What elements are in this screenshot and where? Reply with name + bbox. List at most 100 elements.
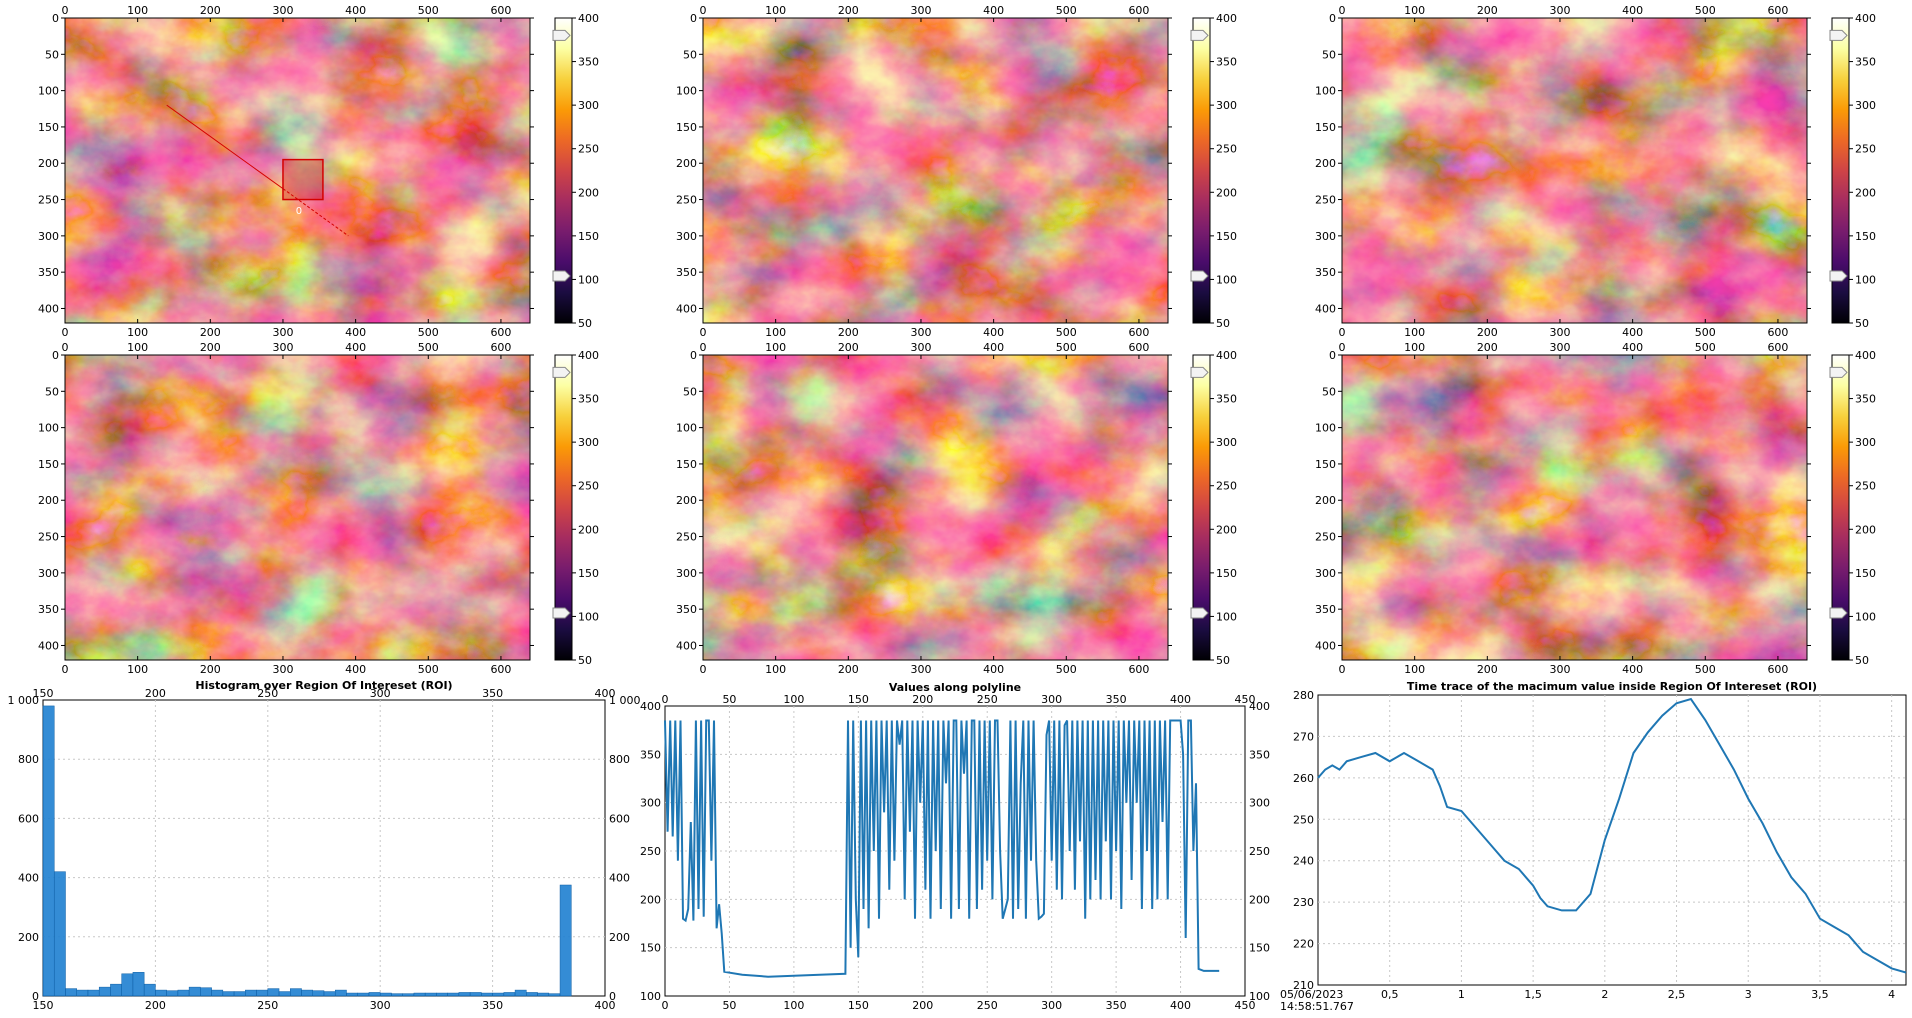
x-tick-label-bottom: 300 [1549,326,1570,339]
x-tick-label: 2,5 [1668,988,1686,1001]
y-tick-label-right: 200 [609,931,630,944]
colorbar [1192,17,1211,324]
histogram-bar [436,992,448,997]
x-tick-label-bottom: 300 [910,663,931,676]
colorbar [1192,354,1211,661]
histogram-bar [334,989,347,997]
x-tick-label-bottom: 400 [345,326,366,339]
histogram-bar [132,972,145,997]
colorbar [554,354,573,661]
colorbar-handle-icon [1829,270,1848,282]
y-tick-label: 400 [676,639,697,652]
x-tick-label-top: 0 [700,4,707,17]
y-tick-label: 400 [1315,639,1336,652]
colorbar [1831,17,1850,324]
x-tick-label-top: 100 [127,4,148,17]
y-tick-label: 300 [676,567,697,580]
colorbar-tick-label: 300 [578,99,599,112]
colorbar-tick-label: 250 [578,143,599,156]
y-tick-label-right: 150 [1249,942,1270,955]
y-tick-label-right: 600 [609,812,630,825]
x-tick-label-top: 100 [127,341,148,354]
time-trace-chart: Time trace of the macimum value inside R… [1280,680,1907,1013]
y-tick-label: 50 [683,48,697,61]
x-origin-time: 14:58:51.767 [1280,1000,1354,1013]
histogram-bar [290,988,302,997]
colorbar-tick-label: 100 [578,610,599,623]
image-frame [702,17,1169,324]
y-tick-label: 400 [38,639,59,652]
x-tick-label-bottom: 0 [62,663,69,676]
histogram-bar [166,990,179,997]
polyline-title: Values along polyline [889,681,1021,694]
colorbar-tick-label: 400 [1216,349,1237,362]
colorbar-tick-label: 350 [578,56,599,69]
y-tick-label-right: 200 [1249,893,1270,906]
x-tick-label: 100 [783,999,804,1012]
fractal-image [1342,355,1807,660]
x-tick-label-top: 500 [1056,341,1077,354]
x-tick-label: 300 [370,999,391,1012]
colorbar-tick-label: 250 [1855,480,1876,493]
histogram-bar [323,991,336,997]
polyline-series-line [664,719,1220,978]
colorbar-tick-label: 50 [1855,654,1869,667]
x-tick-label-top: 600 [1128,341,1149,354]
x-tick-label-top: 400 [345,4,366,17]
y-tick-label: 100 [1315,422,1336,435]
image-panel-img-3: 0010010020020030030040040050050060060005… [1315,4,1876,339]
image-frame [1341,17,1808,324]
x-tick-label-bottom: 600 [490,326,511,339]
colorbar-handle-icon [552,366,571,378]
x-tick-label-top: 100 [1404,341,1425,354]
x-tick-label: 450 [1235,999,1256,1012]
x-tick-label: 1 [1458,988,1465,1001]
x-tick-label-bottom: 200 [200,326,221,339]
histogram-bar [42,705,55,997]
y-tick-label: 250 [1315,194,1336,207]
x-tick-label-top: 200 [912,693,933,706]
x-tick-label-top: 500 [1695,4,1716,17]
image-panel-img-4: 0010010020020030030040040050050060060005… [38,341,599,676]
y-tick-label: 800 [18,753,39,766]
colorbar-tick-label: 400 [1855,12,1876,25]
colorbar-tick-label: 250 [1855,143,1876,156]
colorbar-tick-label: 150 [578,567,599,580]
colorbar-tick-label: 200 [578,523,599,536]
colorbar-tick-label: 50 [1216,317,1230,330]
y-tick-label: 150 [676,458,697,471]
x-origin-date: 05/06/2023 [1280,988,1343,1001]
y-tick-label-right: 300 [1249,797,1270,810]
x-tick-label-top: 600 [1128,4,1149,17]
colorbar-tick-label: 400 [1216,12,1237,25]
y-tick-label: 100 [1315,85,1336,98]
x-tick-label-top: 100 [783,693,804,706]
histogram-bar [526,992,538,997]
histogram-bar [98,986,111,997]
histogram-bar [402,993,415,997]
y-tick-label: 150 [38,458,59,471]
histogram-bar [211,989,224,997]
y-tick-label-right: 800 [609,753,630,766]
y-tick-label: 50 [1322,48,1336,61]
time-trace-series-line [1317,697,1907,974]
x-tick-label: 350 [482,999,503,1012]
y-tick-label: 210 [1293,979,1314,992]
x-tick-label: 4 [1888,988,1895,1001]
histogram-bar [559,884,572,997]
y-tick-label: 50 [45,385,59,398]
x-tick-label-bottom: 100 [765,663,786,676]
colorbar-tick-label: 150 [1216,567,1237,580]
y-tick-label: 0 [52,349,59,362]
x-tick-label: 3,5 [1811,988,1829,1001]
colorbar-tick-label: 300 [1855,436,1876,449]
histogram-bar [177,989,190,997]
y-tick-label: 50 [1322,385,1336,398]
y-tick-label: 0 [52,12,59,25]
x-tick-label-bottom: 600 [1128,663,1149,676]
x-tick-label-top: 0 [1339,341,1346,354]
y-tick-label: 250 [38,194,59,207]
x-tick-label-bottom: 500 [1695,663,1716,676]
y-tick-label: 200 [640,893,661,906]
